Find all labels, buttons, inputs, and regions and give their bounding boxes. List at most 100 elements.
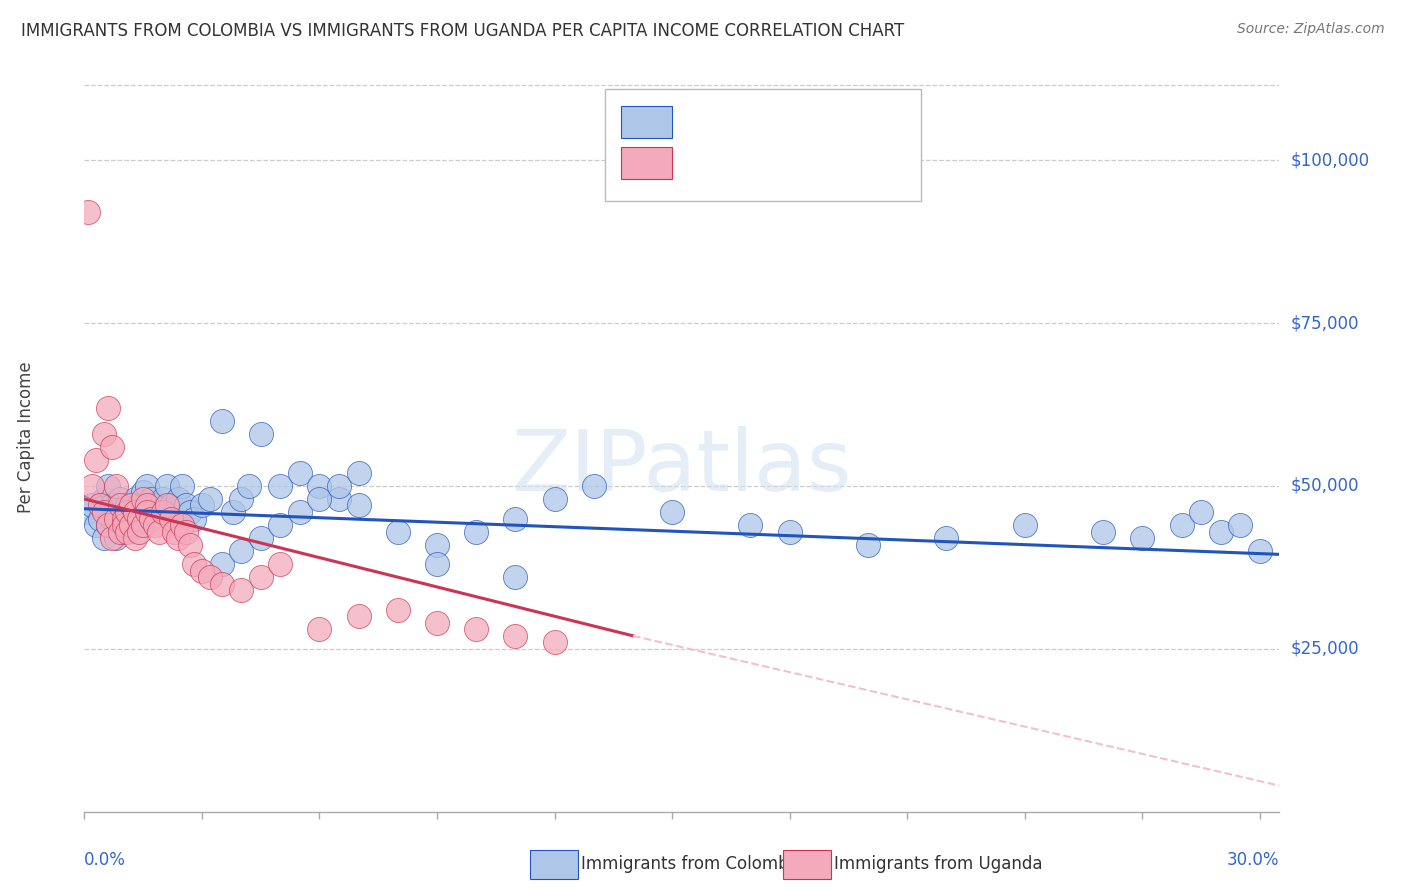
Point: [179, 538, 201, 552]
Point: [211, 557, 233, 571]
Point: [117, 499, 139, 513]
Point: [167, 531, 190, 545]
Point: [112, 518, 135, 533]
Point: [249, 426, 271, 441]
Point: [101, 531, 124, 545]
Point: [1209, 524, 1232, 539]
Point: [132, 485, 155, 500]
Point: [93, 505, 115, 519]
Point: [89, 499, 111, 513]
Point: [426, 615, 449, 630]
Point: [97, 518, 120, 533]
Point: [93, 491, 115, 506]
Point: [143, 499, 166, 513]
Point: [174, 524, 197, 539]
Point: [124, 505, 146, 519]
Point: [152, 505, 174, 519]
Point: [426, 538, 449, 552]
Point: [93, 426, 115, 441]
Point: [108, 491, 131, 506]
Text: N =: N =: [766, 154, 814, 172]
Point: [120, 505, 142, 519]
Point: [117, 511, 139, 525]
Point: [101, 499, 124, 513]
Point: [1170, 518, 1192, 533]
Point: [238, 479, 260, 493]
Point: [387, 603, 409, 617]
Point: [172, 479, 194, 493]
Point: [139, 491, 162, 506]
Point: [117, 524, 139, 539]
Point: [156, 479, 179, 493]
Point: [183, 557, 205, 571]
Point: [143, 518, 166, 533]
Point: [124, 531, 146, 545]
Point: [1014, 518, 1036, 533]
Point: [308, 491, 330, 506]
Point: [465, 524, 488, 539]
Point: [101, 440, 124, 454]
Point: [661, 505, 683, 519]
Point: [120, 499, 142, 513]
Point: [387, 524, 409, 539]
Point: [148, 524, 170, 539]
Point: [108, 499, 131, 513]
Point: [505, 629, 527, 643]
Point: [82, 499, 104, 513]
Point: [101, 511, 124, 525]
Text: 30.0%: 30.0%: [1227, 851, 1279, 869]
Point: [198, 491, 221, 506]
Text: 53: 53: [804, 154, 827, 172]
Text: $75,000: $75,000: [1291, 314, 1360, 332]
Point: [1092, 524, 1115, 539]
Point: [347, 499, 370, 513]
Point: [117, 505, 139, 519]
Point: [308, 622, 330, 636]
Point: [97, 479, 120, 493]
Text: IMMIGRANTS FROM COLOMBIA VS IMMIGRANTS FROM UGANDA PER CAPITA INCOME CORRELATION: IMMIGRANTS FROM COLOMBIA VS IMMIGRANTS F…: [21, 22, 904, 40]
Point: [156, 499, 179, 513]
Point: [112, 518, 135, 533]
Text: ZIPatlas: ZIPatlas: [512, 425, 852, 508]
Point: [167, 491, 190, 506]
Point: [328, 479, 350, 493]
Point: [84, 518, 107, 533]
Point: [505, 511, 527, 525]
Point: [465, 622, 488, 636]
Point: [159, 499, 181, 513]
Point: [148, 505, 170, 519]
Point: [249, 531, 271, 545]
Point: [191, 564, 214, 578]
Point: [128, 511, 150, 525]
Point: [124, 505, 146, 519]
Point: [229, 583, 252, 598]
Point: [543, 491, 565, 506]
Text: R =: R =: [678, 113, 714, 131]
Point: [288, 505, 311, 519]
Point: [104, 511, 127, 525]
Point: [136, 505, 159, 519]
Point: [139, 511, 162, 525]
Point: [1130, 531, 1153, 545]
Text: Immigrants from Colombia: Immigrants from Colombia: [581, 855, 803, 873]
Point: [935, 531, 957, 545]
Point: [136, 505, 159, 519]
Point: [229, 544, 252, 558]
Point: [856, 538, 879, 552]
Point: [120, 518, 142, 533]
Point: [77, 205, 100, 219]
Point: [77, 505, 100, 519]
Point: [112, 511, 135, 525]
Text: N =: N =: [766, 113, 814, 131]
Point: [347, 609, 370, 624]
Point: [191, 499, 214, 513]
Point: [426, 557, 449, 571]
Point: [211, 576, 233, 591]
Point: [104, 531, 127, 545]
Point: [124, 491, 146, 506]
Point: [136, 479, 159, 493]
Point: [249, 570, 271, 584]
Point: [174, 499, 197, 513]
Point: [269, 518, 291, 533]
Text: -0.301: -0.301: [707, 154, 766, 172]
